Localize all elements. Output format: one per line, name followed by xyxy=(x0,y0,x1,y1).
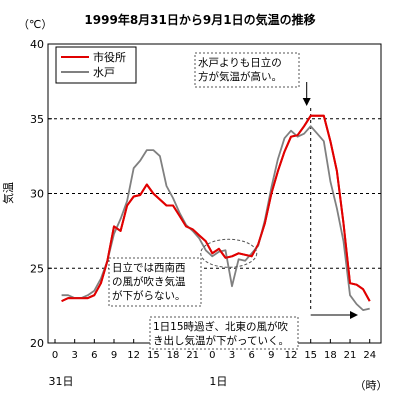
annotation-line: の風が吹き気温 xyxy=(112,275,186,288)
x-tick-label: 6 xyxy=(249,350,255,361)
day-label: 31日 xyxy=(49,375,74,388)
series-line-shiyakusho-top xyxy=(61,114,371,303)
legend-label: 水戸 xyxy=(93,66,115,79)
annotation-box xyxy=(108,257,202,307)
annotation-line: 水戸よりも日立の xyxy=(198,56,282,69)
y-unit-label: （℃） xyxy=(18,18,52,31)
y-tick-label: 30 xyxy=(30,188,44,201)
arrow-down-head xyxy=(302,98,311,106)
x-tick-label: 0 xyxy=(209,350,215,361)
x-tick-label: 18 xyxy=(167,350,180,361)
x-tick-label: 15 xyxy=(304,350,317,361)
annotation-line: 日立では西南西 xyxy=(112,261,186,274)
x-tick-label: 12 xyxy=(127,350,140,361)
x-unit-label: （時） xyxy=(355,379,388,392)
series-line-mito xyxy=(61,125,370,312)
x-tick-label: 9 xyxy=(268,350,274,361)
x-tick-label: 21 xyxy=(186,350,199,361)
x-tick-label: 3 xyxy=(229,350,235,361)
x-tick-label: 9 xyxy=(111,350,117,361)
x-tick-label: 6 xyxy=(91,350,97,361)
x-tick-label: 15 xyxy=(147,350,160,361)
y-axis-label: 気温 xyxy=(1,182,15,204)
day-label: 1日 xyxy=(209,375,227,388)
annotation-box xyxy=(194,52,300,88)
annotation-line: 1日15時過ぎ、北東の風が吹 xyxy=(153,320,289,333)
y-tick-label: 35 xyxy=(30,113,44,126)
y-tick-label: 25 xyxy=(30,262,44,275)
y-tick-label: 40 xyxy=(30,38,44,51)
x-tick-label: 24 xyxy=(363,350,376,361)
chart-title: 1999年8月31日から9月1日の気温の推移 xyxy=(84,12,315,27)
x-tick-label: 18 xyxy=(324,350,337,361)
x-tick-label: 0 xyxy=(52,350,58,361)
x-tick-label: 21 xyxy=(344,350,357,361)
arrow-right-head xyxy=(350,311,358,319)
legend-box xyxy=(55,46,137,84)
y-tick-label: 20 xyxy=(30,337,44,350)
x-tick-label: 12 xyxy=(285,350,298,361)
annotation-line: 方が気温が高い。 xyxy=(198,70,282,83)
annotation-line: き出し気温が下がっていく。 xyxy=(153,334,289,347)
annotation-line: が下がらない。 xyxy=(112,289,186,302)
x-tick-label: 3 xyxy=(71,350,77,361)
legend-label: 市役所 xyxy=(93,50,126,64)
highlight-ellipse xyxy=(200,238,258,268)
annotation-box xyxy=(149,316,299,350)
